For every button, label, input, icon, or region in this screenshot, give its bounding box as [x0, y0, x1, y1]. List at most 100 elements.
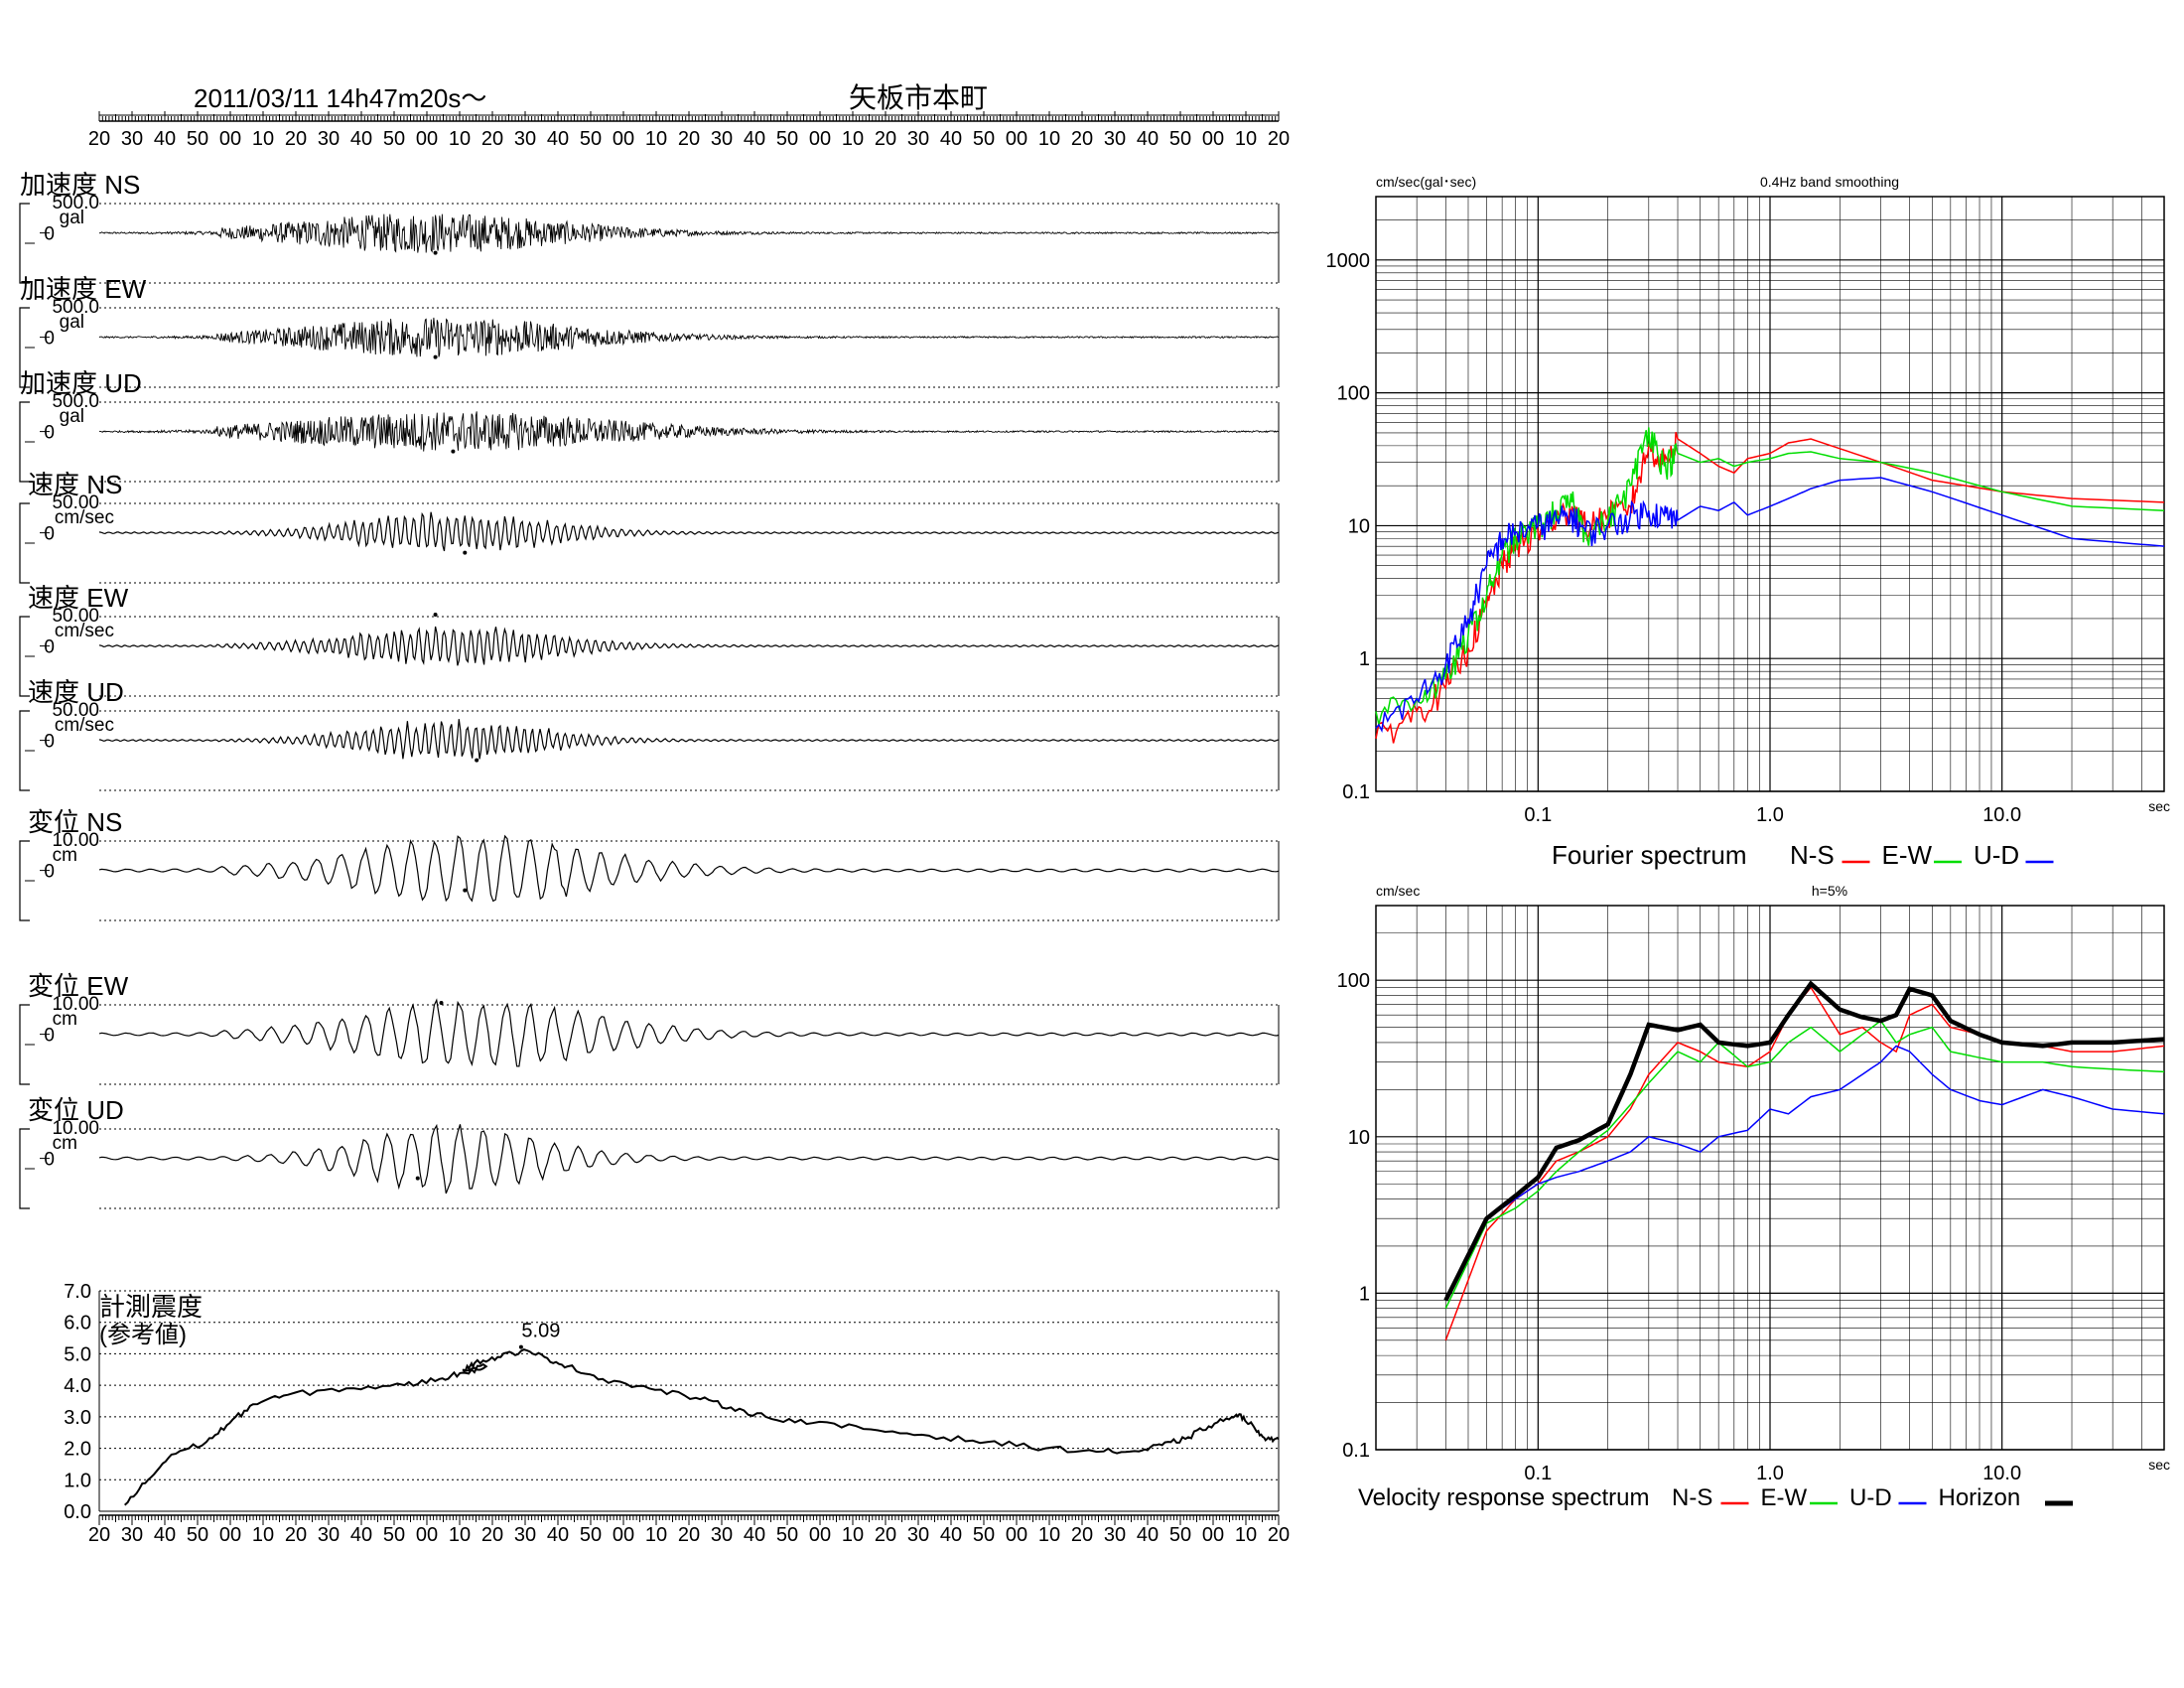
- time-axis-label: 50: [776, 128, 798, 150]
- velocity-response-chart: 0.1 1.0 10.0 0.1 1 10 100 sec cm/sec h=5% Velocity…: [1337, 883, 2170, 1511]
- trace-max-label: 10.00: [52, 830, 99, 851]
- trace-label: 変位 EW: [28, 971, 129, 1001]
- trace-peak-marker: [415, 1176, 420, 1181]
- trace-unit-label: cm/sec: [55, 715, 114, 736]
- time-axis-label: 50: [1169, 1524, 1191, 1546]
- intensity-ytick: 6.0: [64, 1313, 91, 1335]
- trace-waveform: [98, 626, 1280, 666]
- legend-item-label: U-D: [1974, 840, 2019, 870]
- intensity-ytick: 4.0: [64, 1375, 91, 1397]
- x-unit-label: sec: [2148, 798, 2170, 814]
- trace-waveform: [98, 317, 1280, 357]
- y-tick-label: 0.1: [1342, 781, 1370, 803]
- time-axis-label: 40: [940, 1524, 962, 1546]
- time-axis-label: 00: [809, 1524, 831, 1546]
- time-axis-label: 00: [613, 128, 634, 150]
- y-tick-label: 0.1: [1342, 1440, 1370, 1462]
- intensity-panel: 0.0 1.0 2.0 3.0 4.0 5.0 6.0 7.0 計測震度(参考値) 5.09: [64, 1281, 1280, 1523]
- time-axis-label: 20: [1071, 128, 1093, 150]
- time-axis-label: 20: [678, 128, 700, 150]
- time-axis-label: 40: [350, 128, 372, 150]
- trace-unit-label: cm: [53, 1133, 77, 1154]
- time-axis-label: 30: [711, 1524, 733, 1546]
- trace-max-label: 500.0: [52, 391, 99, 412]
- x-tick-label: 0.1: [1524, 1463, 1552, 1484]
- trace-bracket: [19, 401, 30, 483]
- chart-legend: Fourier spectrum N-S E-W U-D: [1552, 840, 2054, 870]
- trace-label: 加速度 UD: [20, 368, 142, 398]
- trace-peak-marker: [439, 1001, 444, 1005]
- time-axis-label: 40: [547, 1524, 569, 1546]
- time-axis-label: 30: [514, 1524, 536, 1546]
- x-tick-label: 0.1: [1524, 804, 1552, 826]
- trace-peak-marker: [463, 550, 468, 555]
- legend-item-label: N-S: [1790, 840, 1835, 870]
- time-axis-label: 00: [613, 1524, 634, 1546]
- top-time-axis: 20 30 40 50 00 10 20 30 40 50 00 10 20 30 40 50 00 10 20 30…: [88, 111, 1290, 150]
- time-axis-label: 20: [481, 1524, 503, 1546]
- trace-bracket: [19, 502, 30, 584]
- time-axis-label: 10: [252, 128, 274, 150]
- series-line-n-s: [1444, 986, 2165, 1341]
- time-axis-label: 00: [416, 1524, 438, 1546]
- intensity-ytick: 5.0: [64, 1343, 91, 1365]
- x-tick-label: 10.0: [1982, 804, 2021, 826]
- y-unit-label: cm/sec: [1376, 883, 1420, 899]
- time-axis-label: 00: [1202, 128, 1224, 150]
- time-axis-label: 10: [842, 128, 864, 150]
- intensity-ytick: 1.0: [64, 1470, 91, 1491]
- time-axis-label: 00: [219, 1524, 241, 1546]
- time-axis-label: 40: [154, 128, 176, 150]
- time-axis-label: 50: [580, 128, 602, 150]
- x-unit-label: sec: [2148, 1457, 2170, 1473]
- time-axis-label: 20: [875, 128, 896, 150]
- time-axis-label: 40: [1137, 128, 1159, 150]
- trace-label: 加速度 NS: [20, 170, 140, 200]
- time-axis-label: 20: [481, 128, 503, 150]
- time-axis-label: 10: [1038, 1524, 1060, 1546]
- trace-label: 加速度 EW: [20, 274, 147, 304]
- time-axis-label: 10: [252, 1524, 274, 1546]
- trace-peak-marker: [451, 449, 456, 454]
- trace-waveform: [98, 834, 1280, 903]
- series-line-e-w: [1444, 1020, 2165, 1310]
- time-axis-label: 40: [940, 128, 962, 150]
- chart-title: h=5%: [1812, 883, 1847, 899]
- time-axis-label: 20: [1268, 1524, 1290, 1546]
- time-axis-label: 40: [154, 1524, 176, 1546]
- trace-unit-label: cm: [53, 845, 77, 866]
- trace-unit-label: cm/sec: [55, 621, 114, 641]
- intensity-ytick: 7.0: [64, 1281, 91, 1303]
- trace-waveform: [98, 1123, 1280, 1195]
- trace-peak-marker: [433, 354, 438, 359]
- time-axis-label: 10: [449, 128, 471, 150]
- time-axis-label: 20: [285, 1524, 307, 1546]
- legend-item-label: U-D: [1849, 1484, 1892, 1511]
- y-tick-label: 10: [1348, 515, 1370, 537]
- legend-title: Velocity response spectrum: [1358, 1484, 1649, 1511]
- time-axis-label: 10: [645, 1524, 667, 1546]
- time-axis-label: 20: [285, 128, 307, 150]
- x-tick-label: 1.0: [1756, 804, 1784, 826]
- intensity-ytick: 2.0: [64, 1439, 91, 1461]
- time-axis-label: 20: [88, 1524, 110, 1546]
- time-axis-label: 50: [187, 128, 208, 150]
- time-axis-label: 10: [645, 128, 667, 150]
- series-line-u-d: [1375, 477, 2165, 733]
- chart-frame: [1375, 905, 2165, 1451]
- trace-max-label: 500.0: [52, 297, 99, 318]
- time-axis-label: 00: [1006, 1524, 1027, 1546]
- series-line-n-s: [1375, 432, 2165, 744]
- chart-title: 0.4Hz band smoothing: [1760, 174, 1899, 190]
- bottom-time-axis: 20 30 40 50 00 10 20 30 40 50 00 10 20 30 40 50 00 10 20 30…: [88, 1514, 1290, 1546]
- time-axis-label: 40: [744, 128, 765, 150]
- intensity-subtitle: (参考値): [99, 1322, 187, 1348]
- datetime-title: 2011/03/11 14h47m20s～: [194, 83, 486, 113]
- time-axis-label: 20: [1268, 128, 1290, 150]
- time-axis-label: 50: [776, 1524, 798, 1546]
- y-tick-label: 1: [1359, 1283, 1370, 1305]
